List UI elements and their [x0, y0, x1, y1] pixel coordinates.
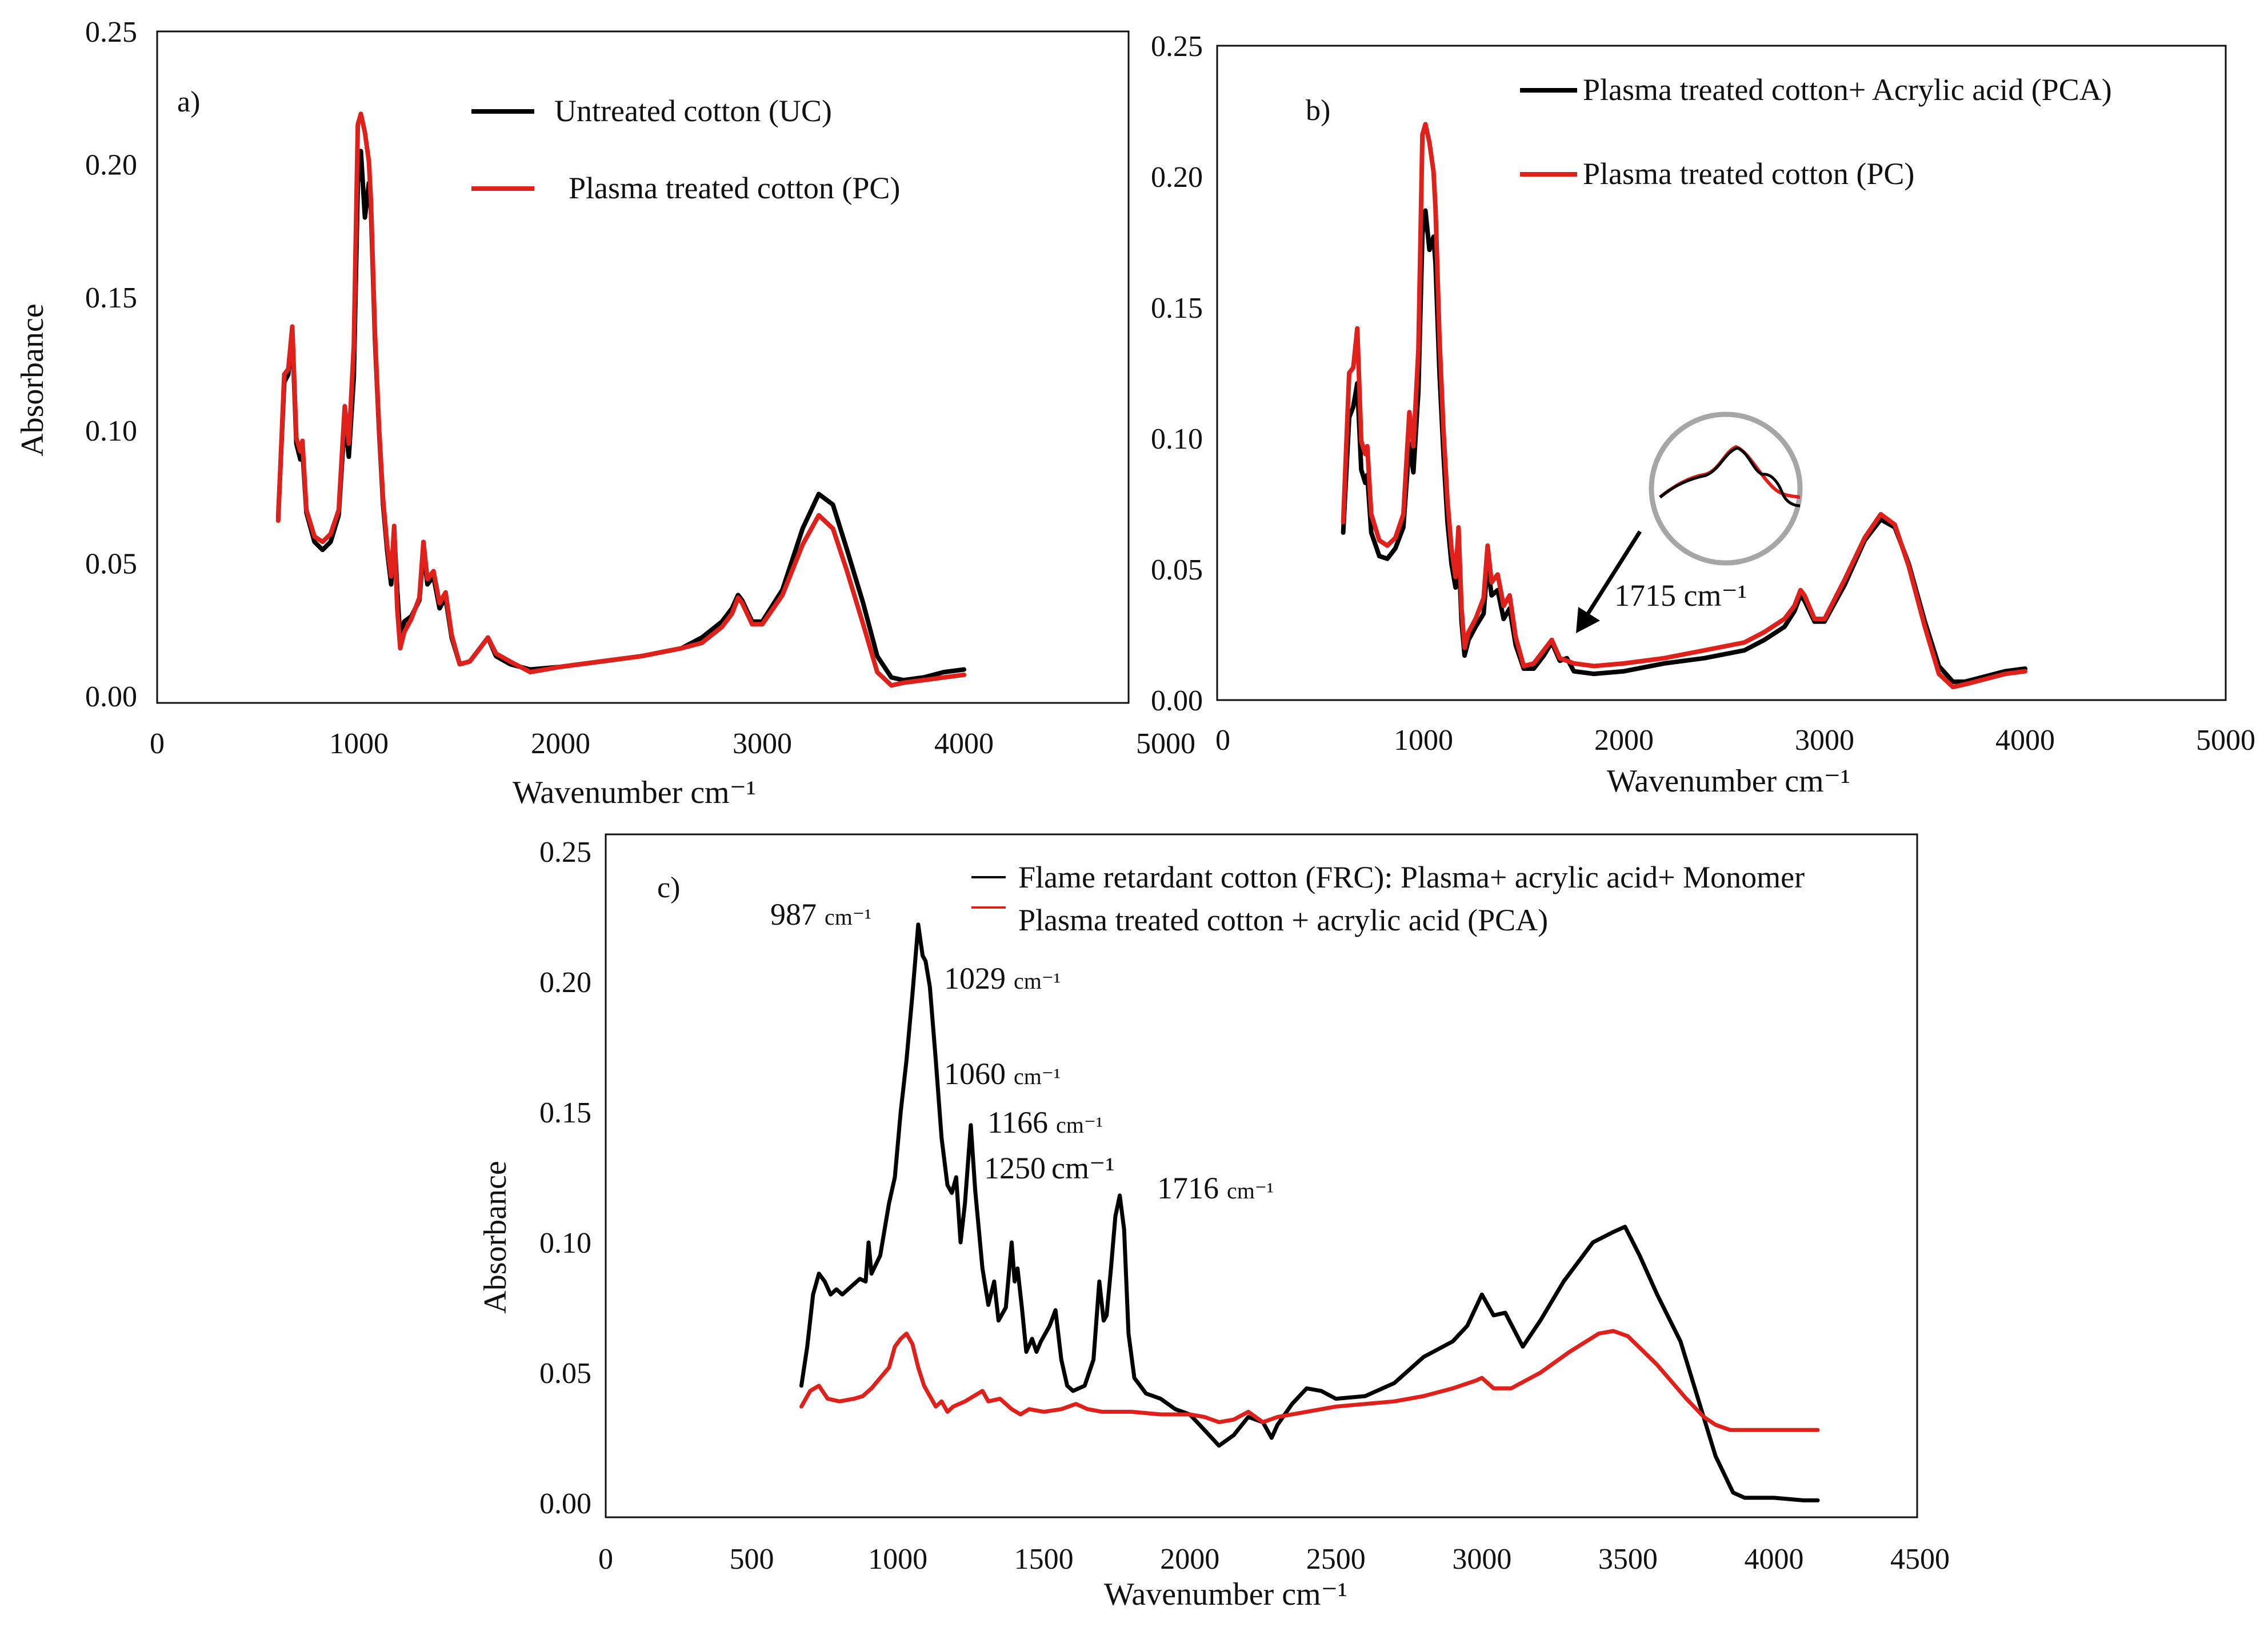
- panel-b-ytick-label: 0.15: [1151, 292, 1203, 325]
- panel-c-ytick-label: 0.25: [539, 836, 591, 869]
- peak-987: 987 cm⁻¹: [770, 897, 871, 932]
- legend-c1-label: Flame retardant cotton (FRC): Plasma+ ac…: [1018, 860, 1805, 894]
- panel-a-frame: [156, 30, 1130, 704]
- panel-c-xtick-label: 4500: [1890, 1543, 1950, 1576]
- panel-b-inset: [1649, 411, 1803, 566]
- panel-c: 0.00 0.05 0.10 0.15 0.20 0.25 0 500 1000 1500 200…: [478, 833, 1950, 1612]
- panel-c-xtick-label: 3000: [1452, 1543, 1511, 1576]
- panel-c-ytick-label: 0.20: [539, 966, 591, 999]
- panel-a-series-line-1: [275, 149, 966, 683]
- panel-c-label: c): [657, 872, 680, 904]
- panel-c-xtick-label: 2500: [1306, 1543, 1366, 1576]
- legend-a1-label: Untreated cotton (UC): [554, 94, 832, 128]
- panel-c-ytick-label: 0.15: [539, 1097, 591, 1129]
- panel-c-frame: [605, 833, 1918, 1518]
- panel-b-ytick-label: 0.00: [1151, 685, 1203, 717]
- peak-1060: 1060 cm⁻¹: [944, 1057, 1061, 1091]
- panel-b-x-label: Wavenumber cm⁻¹: [1607, 763, 1850, 799]
- panel-c-series-line-2: [799, 1329, 1820, 1432]
- panel-b-xtick-label: 3000: [1795, 724, 1854, 757]
- panel-b-xtick-label: 2000: [1594, 724, 1654, 757]
- legend-c2-label: Plasma treated cotton + acrylic acid (PC…: [1018, 903, 1548, 937]
- panel-a-xtick-label: 1000: [329, 727, 389, 760]
- panel-c-ytick-label: 0.05: [539, 1357, 591, 1390]
- inset-line-pca: [1659, 446, 1801, 507]
- panel-b-xtick-label: 4000: [1995, 724, 2055, 757]
- panel-c-xtick-label: 4000: [1744, 1543, 1803, 1576]
- peak-1716: 1716 cm⁻¹: [1157, 1171, 1274, 1205]
- panel-a-xtick-label: 3000: [733, 727, 792, 760]
- panel-a-label: a): [177, 86, 200, 118]
- annotation-arrowhead: [1576, 607, 1600, 633]
- panel-a-y-label: Absorbance: [15, 303, 50, 456]
- panel-c-ytick-label: 0.00: [539, 1488, 591, 1520]
- panel-a-xtick-label: 5000: [1136, 727, 1195, 760]
- panel-a-ytick-label: 0.00: [85, 681, 137, 713]
- peak-1166: 1166 cm⁻¹: [987, 1105, 1103, 1140]
- panel-a-ytick-label: 0.05: [85, 547, 137, 580]
- panel-c-xtick-label: 1000: [868, 1543, 927, 1576]
- panel-c-xtick-label: 2000: [1160, 1543, 1219, 1576]
- panel-a-xtick-label: 2000: [531, 727, 590, 760]
- legend-a2-label: Plasma treated cotton (PC): [569, 171, 900, 205]
- panel-b-xtick-label: 5000: [2196, 724, 2255, 757]
- panel-c-xtick-label: 3500: [1598, 1543, 1658, 1576]
- panel-b-frame: [1216, 45, 2227, 701]
- panel-b-label: b): [1306, 94, 1330, 127]
- peak-1029: 1029 cm⁻¹: [944, 961, 1061, 996]
- panel-b-xtick-label: 0: [1215, 724, 1230, 757]
- panel-b: 0.00 0.05 0.10 0.15 0.20 0.25 0 1000 2000 3000 40…: [1151, 30, 2255, 799]
- panel-c-series-line-1: [799, 922, 1820, 1502]
- panel-a-xtick-label: 0: [150, 727, 165, 760]
- panel-b-ytick-label: 0.20: [1151, 161, 1203, 194]
- legend-b2-label: Plasma treated cotton (PC): [1583, 157, 1914, 191]
- panel-b-ytick-label: 0.10: [1151, 423, 1203, 455]
- panel-a-ytick-label: 0.10: [85, 415, 137, 447]
- inset-circle: [1649, 411, 1803, 566]
- annotation-1715: 1715 cm⁻¹: [1614, 578, 1747, 613]
- panel-c-xtick-label: 1500: [1014, 1543, 1074, 1576]
- panel-c-ytick-label: 0.10: [539, 1227, 591, 1260]
- panel-c-xtick-label: 500: [730, 1543, 774, 1576]
- panel-c-xtick-label: 0: [598, 1543, 613, 1576]
- panel-a-xtick-label: 4000: [934, 727, 994, 760]
- panel-b-ytick-label: 0.05: [1151, 554, 1203, 586]
- panel-a-ytick-label: 0.25: [85, 16, 137, 49]
- panel-b-series-line-2: [1341, 122, 2027, 690]
- panel-b-ytick-label: 0.25: [1151, 30, 1203, 63]
- panel-a-series-line-2: [275, 111, 966, 688]
- panel-a-ytick-label: 0.15: [85, 282, 137, 314]
- panel-a: 0.00 0.05 0.10 0.15 0.20 0.25 0 1000 2000 3000 40…: [15, 16, 1195, 810]
- peak-1250: 1250 cm⁻¹: [984, 1151, 1115, 1185]
- panel-c-y-label: Absorbance: [478, 1161, 513, 1313]
- legend-b1-label: Plasma treated cotton+ Acrylic acid (PCA…: [1583, 73, 2112, 107]
- panel-a-ytick-label: 0.20: [85, 149, 137, 182]
- panel-c-x-label: Wavenumber cm⁻¹: [1104, 1577, 1347, 1612]
- panel-a-x-label: Wavenumber cm⁻¹: [513, 775, 756, 810]
- annotation-arrow: [1584, 530, 1642, 618]
- panel-b-xtick-label: 1000: [1394, 724, 1453, 757]
